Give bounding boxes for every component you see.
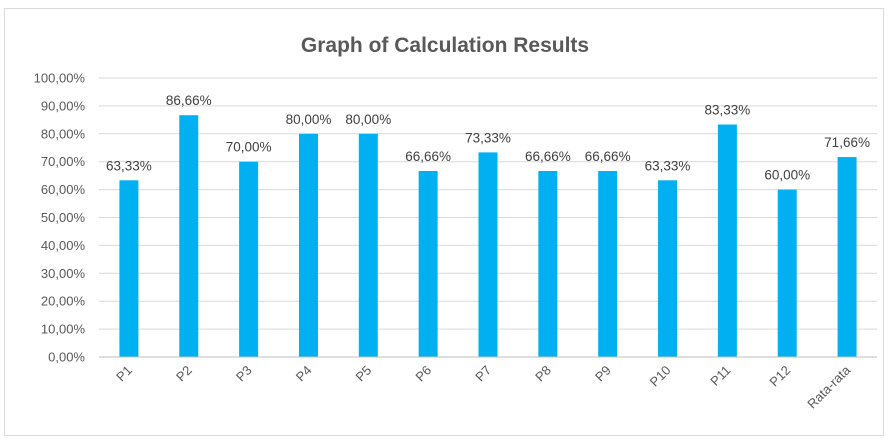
- x-tick-label: P12: [766, 363, 793, 390]
- bar: [239, 161, 259, 357]
- data-label: 63,33%: [106, 158, 152, 173]
- x-tick-label: P6: [412, 363, 434, 385]
- y-axis-ticks: 0,00% 10,00% 20,00% 30,00% 40,00% 50,00% 60,00…: [34, 71, 86, 365]
- bar: [418, 171, 438, 357]
- x-tick-label: P8: [532, 363, 554, 385]
- data-label: 66,66%: [405, 149, 451, 164]
- y-tick-label: 50,00%: [41, 210, 86, 225]
- data-label: 86,66%: [166, 93, 212, 108]
- data-label: 66,66%: [525, 149, 571, 164]
- bar: [837, 157, 857, 357]
- bar: [358, 133, 378, 357]
- x-tick-label: P7: [472, 363, 494, 385]
- data-label: 80,00%: [286, 112, 332, 127]
- data-label: 63,33%: [645, 158, 691, 173]
- bars: [119, 115, 857, 357]
- bar: [658, 180, 678, 357]
- bar-chart: Graph of Calculation Results 0,00% 10,00%…: [34, 34, 877, 411]
- bar: [777, 189, 797, 357]
- x-tick-label: P3: [233, 363, 255, 385]
- x-tick-label: P5: [353, 363, 375, 385]
- x-tick-label: P2: [173, 363, 195, 385]
- x-tick-label: P4: [293, 363, 315, 385]
- y-tick-label: 70,00%: [41, 154, 86, 169]
- bar: [598, 171, 618, 357]
- chart-title: Graph of Calculation Results: [301, 34, 589, 57]
- y-tick-label: 100,00%: [34, 71, 86, 86]
- y-tick-label: 40,00%: [41, 238, 86, 253]
- y-tick-label: 80,00%: [41, 126, 86, 141]
- x-tick-label: P11: [707, 363, 733, 389]
- bar: [179, 115, 199, 357]
- y-tick-label: 10,00%: [41, 322, 86, 337]
- bar: [119, 180, 139, 357]
- bar: [478, 152, 498, 357]
- x-tick-label: P1: [113, 363, 135, 385]
- y-tick-label: 90,00%: [41, 98, 86, 113]
- data-label: 73,33%: [465, 130, 511, 145]
- data-label: 80,00%: [345, 112, 391, 127]
- x-tick-label: Rata-rata: [804, 362, 853, 411]
- data-labels: 63,33% 86,66% 70,00% 80,00% 80,00% 66,66% 73,3…: [106, 93, 870, 182]
- bar: [298, 133, 318, 357]
- x-axis-ticks: P1 P2 P3 P4 P5 P6 P7 P8 P9 P10 P11 P12 Rata-rata: [113, 362, 854, 411]
- x-tick-label: P10: [647, 363, 674, 390]
- y-tick-label: 20,00%: [41, 294, 86, 309]
- data-label: 70,00%: [226, 140, 272, 155]
- bar: [717, 124, 737, 357]
- x-tick-label: P9: [592, 363, 614, 385]
- y-tick-label: 60,00%: [41, 182, 86, 197]
- bar: [538, 171, 558, 357]
- y-tick-label: 0,00%: [48, 350, 85, 365]
- y-tick-label: 30,00%: [41, 266, 86, 281]
- data-label: 71,66%: [824, 135, 870, 150]
- data-label: 83,33%: [704, 103, 750, 118]
- chart-area: Graph of Calculation Results 0,00% 10,00%…: [4, 8, 884, 436]
- data-label: 66,66%: [585, 149, 631, 164]
- data-label: 60,00%: [764, 168, 810, 183]
